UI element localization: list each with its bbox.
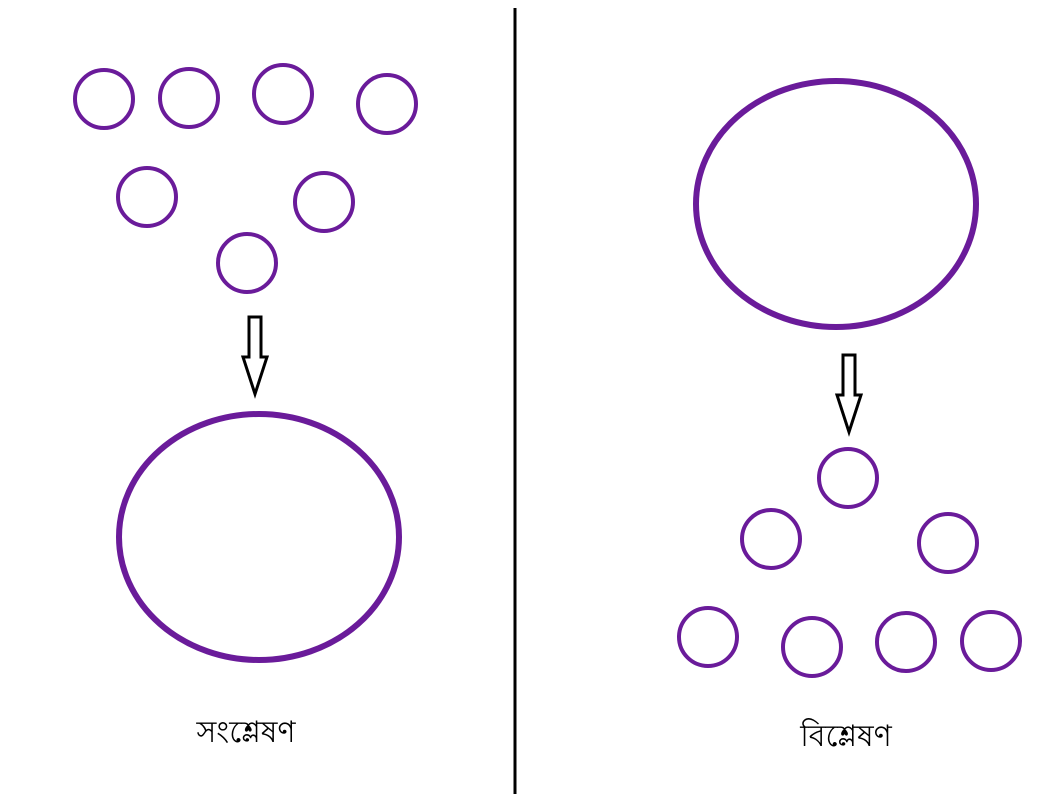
- small-circle: [116, 166, 178, 228]
- right-down-arrow: [834, 353, 864, 437]
- small-circle: [73, 68, 135, 130]
- left-large-circle: [116, 411, 402, 663]
- small-circle: [158, 67, 220, 129]
- small-circle: [252, 63, 314, 125]
- left-panel-label: সংশ্লেষণ: [195, 715, 296, 750]
- left-down-arrow: [240, 315, 270, 399]
- small-circle: [817, 447, 879, 509]
- small-circle: [960, 610, 1022, 672]
- right-small-circles: [677, 447, 1022, 678]
- small-circle: [781, 616, 843, 678]
- small-circle: [875, 611, 937, 673]
- right-panel-label: বিশ্লেষণ: [799, 718, 892, 754]
- small-circle: [740, 508, 802, 570]
- small-circle: [356, 73, 418, 135]
- left-small-circles: [73, 63, 418, 294]
- small-circle: [216, 232, 278, 294]
- right-large-circle: [693, 78, 979, 330]
- small-circle: [677, 606, 739, 668]
- left-panel: সংশ্লেষণ: [73, 63, 418, 750]
- small-circle: [917, 512, 979, 574]
- right-panel: বিশ্লেষণ: [677, 78, 1022, 754]
- small-circle: [293, 171, 355, 233]
